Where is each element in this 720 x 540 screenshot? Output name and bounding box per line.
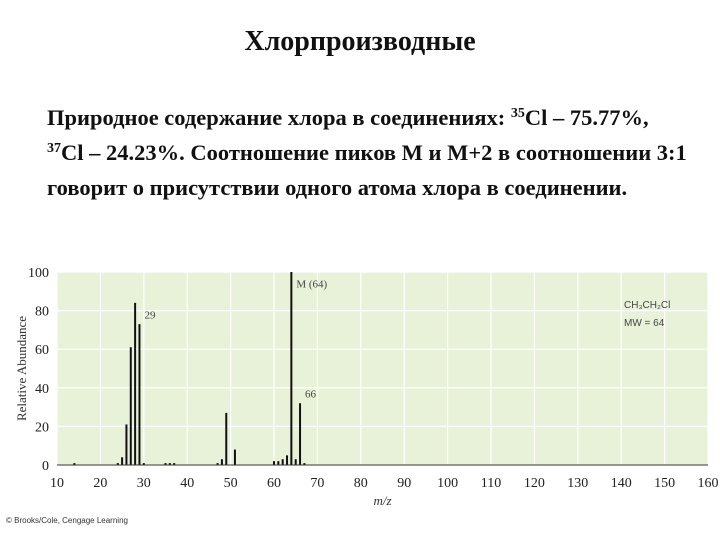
x-tick-label: 60 bbox=[267, 476, 281, 491]
x-tick-label: 30 bbox=[137, 476, 151, 491]
slide-title: Хлорпроизводные bbox=[244, 26, 476, 57]
y-tick-label: 100 bbox=[28, 266, 49, 281]
tick-labels: 10 20 30 40 50 60 70 80 90 100 110 120 130 140 150 160 0… bbox=[28, 266, 719, 491]
compound-formula: CH₃CH₂Cl bbox=[624, 300, 670, 311]
mass-spectrum-chart: 10 20 30 40 50 60 70 80 90 100 110 120 130 140 150 160 0… bbox=[14, 266, 719, 508]
x-tick-label: 80 bbox=[354, 476, 368, 491]
x-tick-label: 140 bbox=[611, 476, 632, 491]
x-tick-label: 130 bbox=[567, 476, 588, 491]
y-tick-label: 80 bbox=[35, 305, 49, 320]
y-tick-label: 20 bbox=[35, 420, 49, 435]
peak-annotation: 66 bbox=[305, 388, 317, 400]
isotope-37-mass: 37 bbox=[47, 141, 61, 156]
x-tick-label: 100 bbox=[437, 476, 458, 491]
peak-annotation: M (64) bbox=[296, 278, 327, 290]
y-tick-label: 0 bbox=[42, 459, 49, 474]
y-tick-label: 60 bbox=[35, 343, 49, 358]
x-tick-label: 90 bbox=[397, 476, 411, 491]
isotope-35-mass: 35 bbox=[510, 106, 525, 121]
paragraph-text-1: Природное содержание хлора в соединениях… bbox=[47, 105, 511, 130]
paragraph-text-2: Cl – 75.77%, bbox=[524, 105, 649, 130]
x-tick-label: 110 bbox=[481, 476, 501, 491]
x-tick-label: 50 bbox=[224, 476, 238, 491]
y-axis-label: Relative Abundance bbox=[14, 316, 29, 421]
paragraph-text-3: Cl – 24.23%. Соотношение пиков M и M+2 в… bbox=[47, 140, 687, 200]
compound-mw: MW = 64 bbox=[624, 318, 665, 329]
x-tick-label: 70 bbox=[310, 476, 324, 491]
x-tick-label: 20 bbox=[93, 476, 107, 491]
plot-background bbox=[57, 272, 708, 465]
peak-annotations: 29 M (64) 66 bbox=[144, 278, 327, 400]
y-tick-label: 40 bbox=[35, 382, 49, 397]
image-credit: © Brooks/Cole, Cengage Learning bbox=[6, 516, 128, 525]
x-tick-label: 150 bbox=[654, 476, 675, 491]
peak-bars bbox=[73, 272, 306, 465]
x-tick-label: 10 bbox=[50, 476, 64, 491]
x-tick-label: 40 bbox=[180, 476, 194, 491]
x-tick-label: 160 bbox=[698, 476, 719, 491]
slide-paragraph: Природное содержание хлора в соединениях… bbox=[47, 100, 687, 205]
x-tick-label: 120 bbox=[524, 476, 545, 491]
x-axis-label: m/z bbox=[373, 493, 391, 508]
peak-annotation: 29 bbox=[144, 309, 156, 321]
